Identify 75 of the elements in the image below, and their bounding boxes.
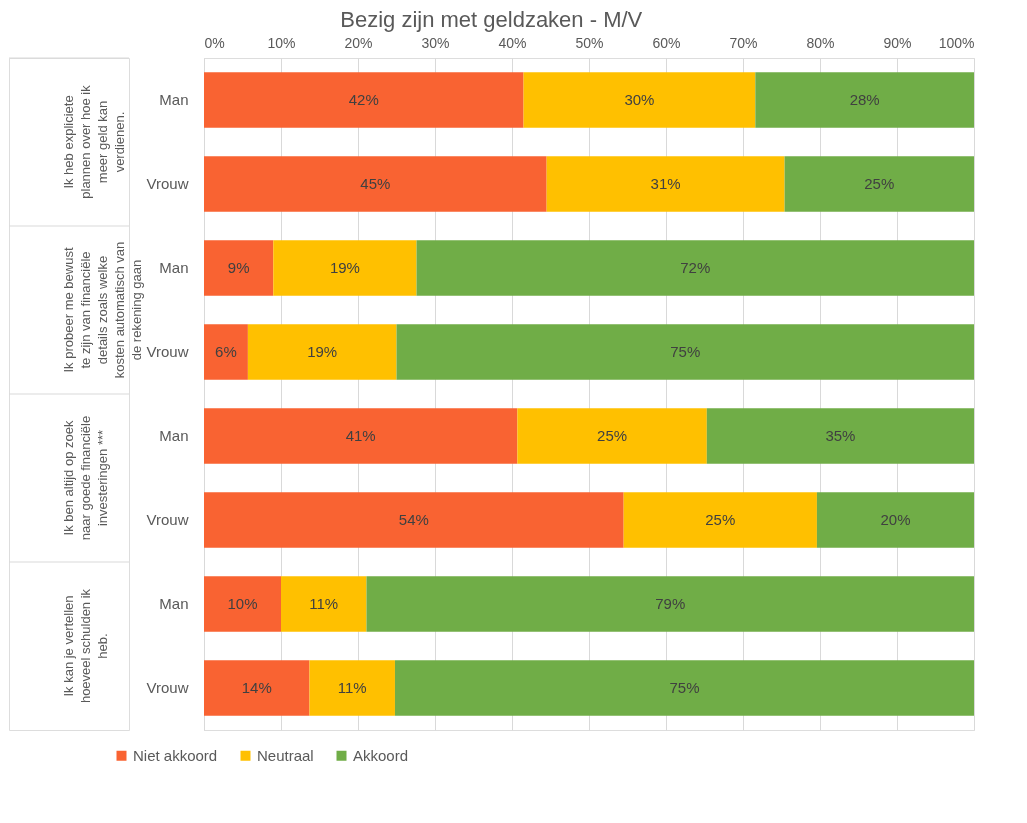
data-label: 72% bbox=[680, 259, 711, 276]
y-tick-label: Man bbox=[159, 91, 189, 108]
bar bbox=[204, 72, 524, 128]
data-label: 42% bbox=[348, 91, 379, 108]
x-tick-label: 20% bbox=[344, 34, 373, 51]
x-tick-label: 60% bbox=[652, 34, 681, 51]
bar bbox=[517, 408, 707, 464]
bar bbox=[816, 492, 974, 548]
data-label: 25% bbox=[864, 175, 895, 192]
y-tick-label: Vrouw bbox=[146, 343, 189, 360]
text: Ik kan je vertellen hoeveel schulden ik heb. bbox=[61, 588, 110, 704]
bar bbox=[623, 492, 817, 548]
data-label: 11% bbox=[309, 595, 339, 612]
data-label: 19% bbox=[307, 343, 338, 360]
bar bbox=[204, 408, 518, 464]
bar bbox=[204, 156, 547, 212]
data-label: 6% bbox=[215, 343, 237, 360]
bar bbox=[755, 72, 974, 128]
data-label: 41% bbox=[345, 427, 376, 444]
data-label: 11% bbox=[337, 679, 367, 696]
data-label: 75% bbox=[669, 679, 700, 696]
bar bbox=[394, 660, 974, 716]
bar bbox=[204, 660, 310, 716]
bar bbox=[204, 492, 624, 548]
legend-label: Akkoord bbox=[353, 746, 409, 764]
text: Ik heb expliciete plannen over hoe ik meer geld kan verdienen. bbox=[61, 84, 127, 199]
y-tick-label: Man bbox=[159, 595, 189, 612]
x-tick-label: 30% bbox=[421, 34, 450, 51]
data-label: 14% bbox=[241, 679, 272, 696]
y-tick-label: Man bbox=[159, 427, 189, 444]
x-tick-label: 40% bbox=[498, 34, 527, 51]
y-tick-label: Vrouw bbox=[146, 511, 189, 528]
x-tick-label: 50% bbox=[575, 34, 604, 51]
bar bbox=[247, 324, 397, 380]
y-tick-label: Vrouw bbox=[146, 679, 189, 696]
legend-label: Niet akkoord bbox=[133, 746, 218, 764]
bar bbox=[281, 576, 367, 632]
data-label: 25% bbox=[705, 511, 736, 528]
data-label: 19% bbox=[329, 259, 360, 276]
bar bbox=[706, 408, 974, 464]
bar bbox=[204, 324, 248, 380]
bar bbox=[546, 156, 785, 212]
x-tick-label: 10% bbox=[267, 34, 296, 51]
bar bbox=[396, 324, 974, 380]
data-label: 75% bbox=[670, 343, 701, 360]
data-label: 45% bbox=[360, 175, 391, 192]
legend-label: Neutraal bbox=[257, 746, 314, 764]
x-tick-label: 0% bbox=[204, 34, 225, 51]
bar bbox=[523, 72, 756, 128]
y-tick-label: Vrouw bbox=[146, 175, 189, 192]
bar bbox=[784, 156, 974, 212]
x-tick-label: 70% bbox=[729, 34, 758, 51]
bar bbox=[416, 240, 974, 296]
data-label: 54% bbox=[398, 511, 429, 528]
data-label: 28% bbox=[849, 91, 880, 108]
bar bbox=[366, 576, 974, 632]
bar bbox=[273, 240, 417, 296]
data-label: 10% bbox=[227, 595, 258, 612]
bar bbox=[309, 660, 395, 716]
x-tick-label: 90% bbox=[883, 34, 912, 51]
text: Ik ben altijd op zoek naar goede financiële investeringen *** bbox=[61, 415, 110, 541]
data-label: 31% bbox=[650, 175, 681, 192]
x-tick-label: 80% bbox=[806, 34, 835, 51]
chart-title: Bezig zijn met geldzaken - M/V bbox=[340, 6, 643, 32]
text: Ik probeer me bewust te zijn van financiële details zoals welke kosten automatisch van de rekening gaan bbox=[61, 241, 144, 379]
data-label: 35% bbox=[825, 427, 856, 444]
x-tick-label: 100% bbox=[938, 34, 975, 51]
bar bbox=[204, 240, 274, 296]
data-label: 79% bbox=[655, 595, 686, 612]
data-label: 25% bbox=[597, 427, 628, 444]
bar bbox=[204, 576, 281, 632]
data-label: 20% bbox=[880, 511, 911, 528]
y-tick-label: Man bbox=[159, 259, 189, 276]
data-label: 9% bbox=[227, 259, 250, 276]
data-label: 30% bbox=[624, 91, 655, 108]
